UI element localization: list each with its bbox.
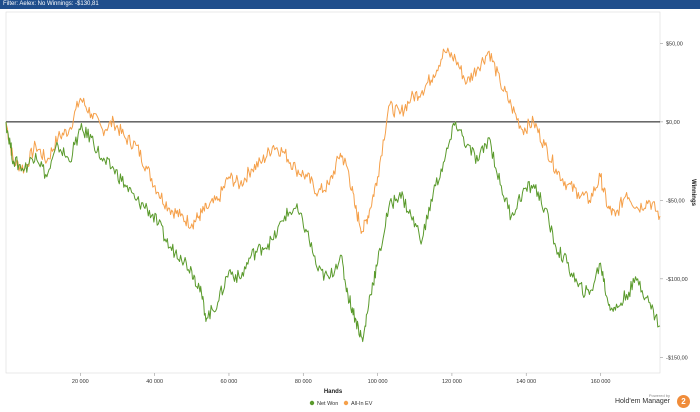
x-axis-title: Hands — [324, 389, 343, 395]
legend: Net Won All-In EV — [309, 400, 373, 407]
series-line-net-won — [5, 121, 661, 343]
branding: Powered by Hold'em Manager 2 — [570, 393, 690, 409]
filter-text: Filter: Aelex: No Winnings: -$130,81 — [3, 1, 99, 7]
plot-area — [5, 11, 661, 374]
y-tick-label: -$50,00 — [666, 198, 685, 204]
y-tick-label: -$150,00 — [666, 355, 688, 361]
filter-bar: Filter: Aelex: No Winnings: -$130,81 — [0, 0, 700, 9]
legend-swatch — [343, 400, 349, 406]
holdem-manager-logo-icon: 2 — [677, 395, 690, 408]
y-axis-title: Winnings — [690, 179, 696, 207]
legend-swatch — [309, 400, 315, 406]
y-tick-label: -$100,00 — [666, 277, 688, 283]
x-tick-label: 60 000 — [221, 379, 238, 385]
series-line-all-in-ev — [5, 47, 661, 234]
y-tick-label: $50,00 — [666, 41, 683, 47]
x-tick-label: 80 000 — [295, 379, 312, 385]
x-tick-label: 160 000 — [591, 379, 611, 385]
x-tick-label: 20 000 — [72, 379, 89, 385]
legend-label: Net Won — [317, 401, 338, 407]
x-tick-label: 140 000 — [516, 379, 536, 385]
x-axis: 20 000 40 000 60 000 80 000 100 000 120 000 14… — [72, 373, 611, 385]
x-tick-label: 40 000 — [146, 379, 163, 385]
legend-label: All-In EV — [351, 401, 373, 407]
y-axis: $50,00 $0,00 -$50,00 -$100,00 -$150,00 — [660, 41, 688, 361]
powered-by-text: Powered by — [648, 393, 670, 398]
x-tick-label: 100 000 — [368, 379, 388, 385]
brand-name: Hold'em Manager — [614, 398, 670, 405]
x-tick-label: 120 000 — [442, 379, 462, 385]
series-lines — [5, 47, 661, 343]
y-tick-label: $0,00 — [666, 120, 680, 126]
